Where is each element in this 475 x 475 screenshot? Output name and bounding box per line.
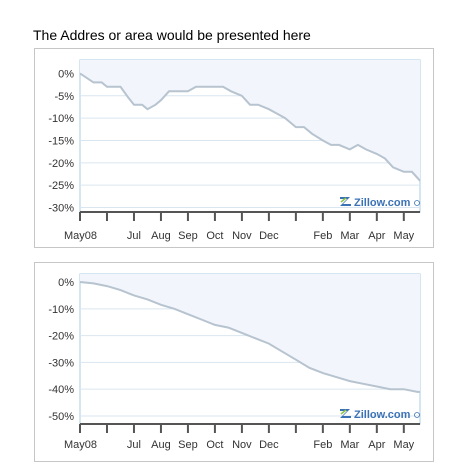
y-tick-label: -10% [48, 304, 74, 316]
zillow-logo-text: Zillow.com [354, 409, 411, 421]
y-tick-label: -40% [48, 384, 74, 396]
zillow-logo: Zillow.com [340, 197, 420, 209]
registered-mark-icon [414, 412, 420, 418]
zillow-accent-icon [340, 197, 347, 203]
y-tick-label: -30% [48, 203, 74, 215]
x-tick-label: Dec [259, 230, 279, 242]
y-tick-label: 0% [58, 277, 74, 289]
y-tick-label: -15% [48, 135, 74, 147]
chart-1: 0% -5% -10% -15% -20% -25% -30% May08 Jul Aug Sep O… [48, 59, 421, 242]
series-line [79, 281, 420, 393]
x-tick-label: Oct [206, 230, 223, 242]
x-tick-label: Sep [178, 230, 198, 242]
y-tick-label: -20% [48, 331, 74, 343]
x-tick-label: May [393, 439, 414, 451]
x-tick-label: Aug [151, 439, 171, 451]
series-area [80, 60, 420, 181]
zillow-z-icon [340, 409, 351, 418]
zillow-z-icon [340, 197, 351, 206]
y-tick-label: 0% [58, 68, 74, 80]
y-tick-label: -50% [48, 411, 74, 423]
y-tick-label: -5% [54, 91, 74, 103]
x-tick-label: Feb [313, 439, 332, 451]
x-tick-label: May08 [64, 439, 97, 451]
x-tick-label: Jul [127, 230, 141, 242]
x-tick-label: Dec [259, 439, 279, 451]
page-title: The Addres or area would be presented he… [33, 27, 311, 43]
x-tick-label: Apr [368, 230, 385, 242]
zillow-logo-text: Zillow.com [354, 197, 411, 209]
zillow-accent-icon [340, 409, 347, 415]
y-tick-label: -30% [48, 357, 74, 369]
series-line [79, 72, 421, 182]
x-tick-label: May08 [64, 230, 97, 242]
y-tick-label: -10% [48, 113, 74, 125]
y-tick-label: -25% [48, 180, 74, 192]
x-tick-label: Nov [232, 230, 252, 242]
y-tick-label: -20% [48, 158, 74, 170]
x-tick-label: Aug [151, 230, 171, 242]
x-tick-label: Apr [368, 439, 385, 451]
x-tick-label: Sep [178, 439, 198, 451]
x-tick-label: May [393, 230, 414, 242]
x-tick-label: Nov [232, 439, 252, 451]
chart-2: 0% -10% -20% -30% -40% -50% May08 Jul Aug Sep Oct N… [48, 273, 421, 451]
x-tick-label: Mar [340, 230, 359, 242]
x-tick-label: Jul [127, 439, 141, 451]
chart-panel-1: 0% -5% -10% -15% -20% -25% -30% May08 Jul Aug Sep O… [34, 48, 434, 248]
chart-panel-2: 0% -10% -20% -30% -40% -50% May08 Jul Aug Sep Oct N… [34, 262, 434, 462]
series-area [80, 274, 420, 392]
x-tick-label: Oct [206, 439, 223, 451]
x-tick-label: Feb [313, 230, 332, 242]
zillow-logo: Zillow.com [340, 409, 420, 421]
x-tick-label: Mar [340, 439, 359, 451]
registered-mark-icon [414, 200, 420, 206]
